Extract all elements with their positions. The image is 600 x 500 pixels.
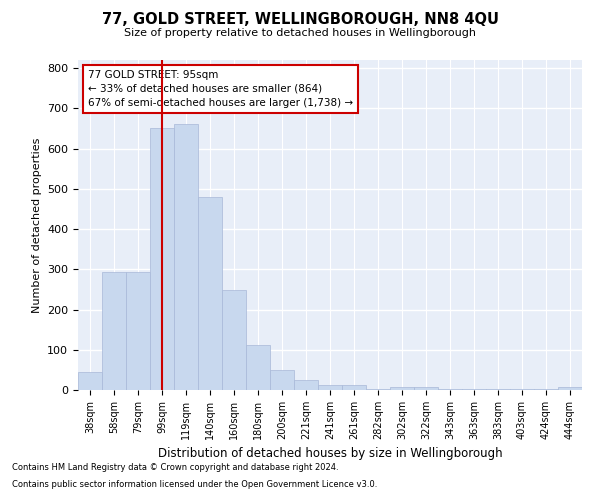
Bar xyxy=(558,387,582,390)
Bar xyxy=(174,124,198,390)
Bar xyxy=(438,389,462,390)
Bar xyxy=(270,370,294,390)
Y-axis label: Number of detached properties: Number of detached properties xyxy=(32,138,41,312)
Bar xyxy=(102,272,126,390)
Bar xyxy=(510,389,534,390)
Bar xyxy=(126,272,150,390)
Bar xyxy=(534,389,558,390)
Bar xyxy=(342,385,366,390)
Bar xyxy=(318,385,342,390)
Bar xyxy=(294,380,318,390)
Text: Contains public sector information licensed under the Open Government Licence v3: Contains public sector information licen… xyxy=(12,480,377,489)
Bar xyxy=(414,387,438,390)
X-axis label: Distribution of detached houses by size in Wellingborough: Distribution of detached houses by size … xyxy=(158,448,502,460)
Bar xyxy=(246,344,270,390)
Bar xyxy=(198,197,222,390)
Text: Contains HM Land Registry data © Crown copyright and database right 2024.: Contains HM Land Registry data © Crown c… xyxy=(12,464,338,472)
Bar xyxy=(462,389,486,390)
Bar xyxy=(150,128,174,390)
Bar xyxy=(222,290,246,390)
Bar xyxy=(78,372,102,390)
Bar xyxy=(390,387,414,390)
Text: Size of property relative to detached houses in Wellingborough: Size of property relative to detached ho… xyxy=(124,28,476,38)
Bar xyxy=(486,389,510,390)
Bar xyxy=(366,389,390,390)
Text: 77, GOLD STREET, WELLINGBOROUGH, NN8 4QU: 77, GOLD STREET, WELLINGBOROUGH, NN8 4QU xyxy=(101,12,499,28)
Text: 77 GOLD STREET: 95sqm
← 33% of detached houses are smaller (864)
67% of semi-det: 77 GOLD STREET: 95sqm ← 33% of detached … xyxy=(88,70,353,108)
